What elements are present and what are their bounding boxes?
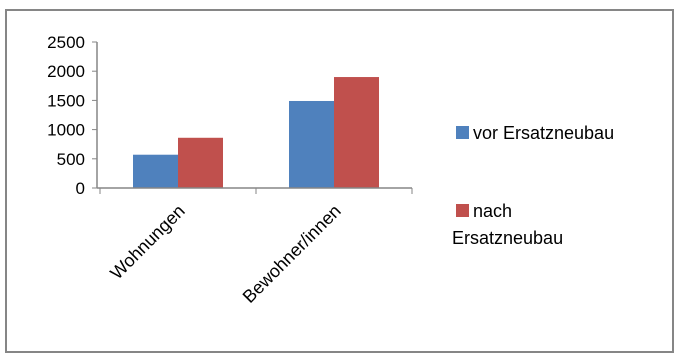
y-tick-label: 0 bbox=[76, 179, 85, 198]
y-tick-label: 2500 bbox=[47, 33, 85, 52]
bar-vor-0 bbox=[133, 154, 178, 188]
y-tick-label: 500 bbox=[57, 150, 85, 169]
y-tick-label: 1000 bbox=[47, 121, 85, 140]
y-tick-label: 1500 bbox=[47, 91, 85, 110]
legend: vor Ersatzneubau nach Ersatzneubau bbox=[452, 123, 614, 248]
bar-nach-1 bbox=[334, 77, 379, 188]
y-tick-label: 2000 bbox=[47, 62, 85, 81]
legend-swatch-vor bbox=[456, 126, 469, 139]
bar-vor-1 bbox=[289, 100, 334, 188]
bar-nach-0 bbox=[178, 137, 223, 188]
legend-swatch-nach bbox=[456, 204, 469, 217]
legend-label-nach: nach Ersatzneubau bbox=[452, 201, 563, 248]
legend-label-vor: vor Ersatzneubau bbox=[473, 123, 614, 143]
